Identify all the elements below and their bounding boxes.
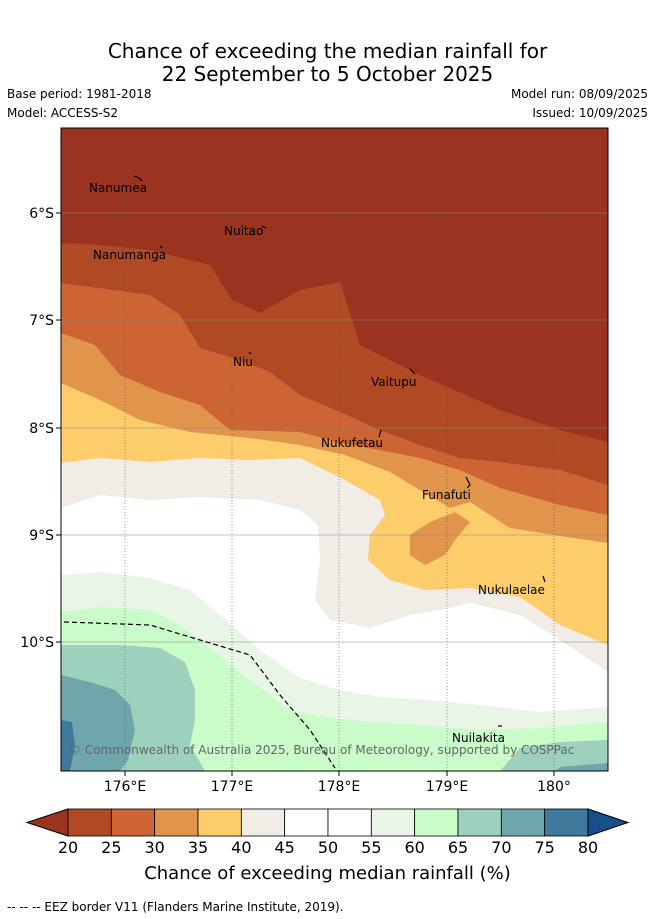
lon-label-178e: 178°E bbox=[318, 779, 361, 795]
colorbar-cell bbox=[110, 808, 156, 837]
colorbar-cell bbox=[284, 808, 329, 837]
lat-label-10s: 10°S bbox=[20, 635, 54, 651]
label-nanumea: Nanumea bbox=[89, 181, 147, 195]
label-nuitao: Nuitao bbox=[224, 224, 263, 238]
island-vaitupu bbox=[409, 368, 416, 375]
lat-label-8s: 8°S bbox=[29, 421, 54, 437]
colorbar-tick-label: 40 bbox=[231, 838, 251, 857]
island-shapes bbox=[133, 175, 546, 727]
zone-75-80-east bbox=[555, 763, 608, 771]
model-run: Model run: 08/09/2025 bbox=[510, 87, 648, 101]
colorbar-cells bbox=[25, 808, 630, 837]
colorbar-tick-label: 50 bbox=[318, 838, 338, 857]
colorbar-extension-low bbox=[25, 808, 69, 837]
colorbar-tick-label: 30 bbox=[144, 838, 164, 857]
lon-label-176e: 176°E bbox=[104, 779, 147, 795]
zone-80 bbox=[61, 720, 75, 771]
eez-footer-note: -- -- -- EEZ border V11 (Flanders Marine… bbox=[7, 900, 344, 914]
rainfall-map: 6°S 7°S 8°S 9°S 10°S 176°E 177°E 178°E 1… bbox=[20, 127, 609, 795]
map-title: Chance of exceeding the median rainfall … bbox=[0, 40, 655, 86]
map-frame bbox=[60, 127, 609, 772]
lon-label-180: 180° bbox=[537, 779, 571, 795]
island-funafuti bbox=[465, 476, 471, 489]
colorbar-cell bbox=[197, 808, 242, 837]
island-nuitao bbox=[261, 225, 267, 229]
colorbar-cell bbox=[457, 808, 502, 837]
colorbar-extension-high bbox=[587, 808, 630, 837]
colorbar-cell bbox=[414, 808, 459, 837]
copyright-notice: © Commonwealth of Australia 2025, Bureau… bbox=[69, 743, 574, 757]
colorbar-label: Chance of exceeding median rainfall (%) bbox=[144, 863, 511, 884]
colorbar-tick-label: 45 bbox=[274, 838, 294, 857]
label-funafuti: Funafuti bbox=[422, 488, 471, 502]
title-line-1: Chance of exceeding the median rainfall … bbox=[107, 39, 548, 63]
island-nukufetau bbox=[378, 429, 382, 438]
lon-gridlines bbox=[124, 128, 555, 771]
label-nukufetau: Nukufetau bbox=[321, 436, 383, 450]
colorbar-ticks: 20 25 30 35 40 45 50 55 60 65 70 75 80 bbox=[58, 838, 598, 857]
label-nanumanga: Nanumanga bbox=[93, 248, 166, 262]
base-period: Base period: 1981-2018 bbox=[7, 87, 152, 101]
zone-75-80 bbox=[61, 675, 135, 771]
colorbar-cell bbox=[154, 808, 199, 837]
colorbar-cell bbox=[240, 808, 286, 837]
colorbar-tick-label: 35 bbox=[188, 838, 208, 857]
lon-label-179e: 179°E bbox=[426, 779, 469, 795]
lat-label-7s: 7°S bbox=[29, 313, 54, 329]
island-nanumanga bbox=[159, 245, 163, 249]
colorbar-cell bbox=[500, 808, 546, 837]
label-niu: Niu bbox=[233, 355, 253, 369]
model-name: Model: ACCESS-S2 bbox=[7, 106, 119, 120]
lat-gridlines bbox=[61, 212, 608, 643]
lat-label-6s: 6°S bbox=[29, 206, 54, 222]
colorbar-cell bbox=[327, 808, 372, 837]
colorbar-cell bbox=[544, 808, 589, 837]
lat-label-9s: 9°S bbox=[29, 528, 54, 544]
colorbar-cell bbox=[67, 808, 112, 837]
island-nukulaelae bbox=[542, 575, 546, 583]
zone-65-70 bbox=[61, 607, 608, 771]
colorbar-tick-label: 20 bbox=[58, 838, 78, 857]
island-niu bbox=[248, 351, 252, 355]
axis-ticks bbox=[56, 212, 555, 776]
colorbar-tick-label: 25 bbox=[101, 838, 121, 857]
contour-fills bbox=[61, 128, 608, 771]
issued-date: Issued: 10/09/2025 bbox=[532, 106, 648, 120]
colorbar-tick-label: 55 bbox=[361, 838, 381, 857]
label-nukulaelae: Nukulaelae bbox=[478, 583, 545, 597]
colorbar-tick-label: 80 bbox=[578, 838, 598, 857]
lon-label-177e: 177°E bbox=[211, 779, 254, 795]
colorbar-tick-label: 60 bbox=[404, 838, 424, 857]
island-nanumea bbox=[133, 175, 143, 182]
zone-35-40-patch bbox=[410, 512, 470, 565]
label-vaitupu: Vaitupu bbox=[371, 375, 417, 389]
label-nuilakita: Nuilakita bbox=[452, 731, 505, 745]
colorbar: 20 25 30 35 40 45 50 55 60 65 70 75 80 bbox=[25, 808, 630, 857]
colorbar-tick-label: 65 bbox=[448, 838, 468, 857]
colorbar-tick-label: 70 bbox=[491, 838, 511, 857]
colorbar-cell bbox=[370, 808, 416, 837]
colorbar-tick-label: 75 bbox=[534, 838, 554, 857]
title-line-2: 22 September to 5 October 2025 bbox=[161, 62, 494, 86]
